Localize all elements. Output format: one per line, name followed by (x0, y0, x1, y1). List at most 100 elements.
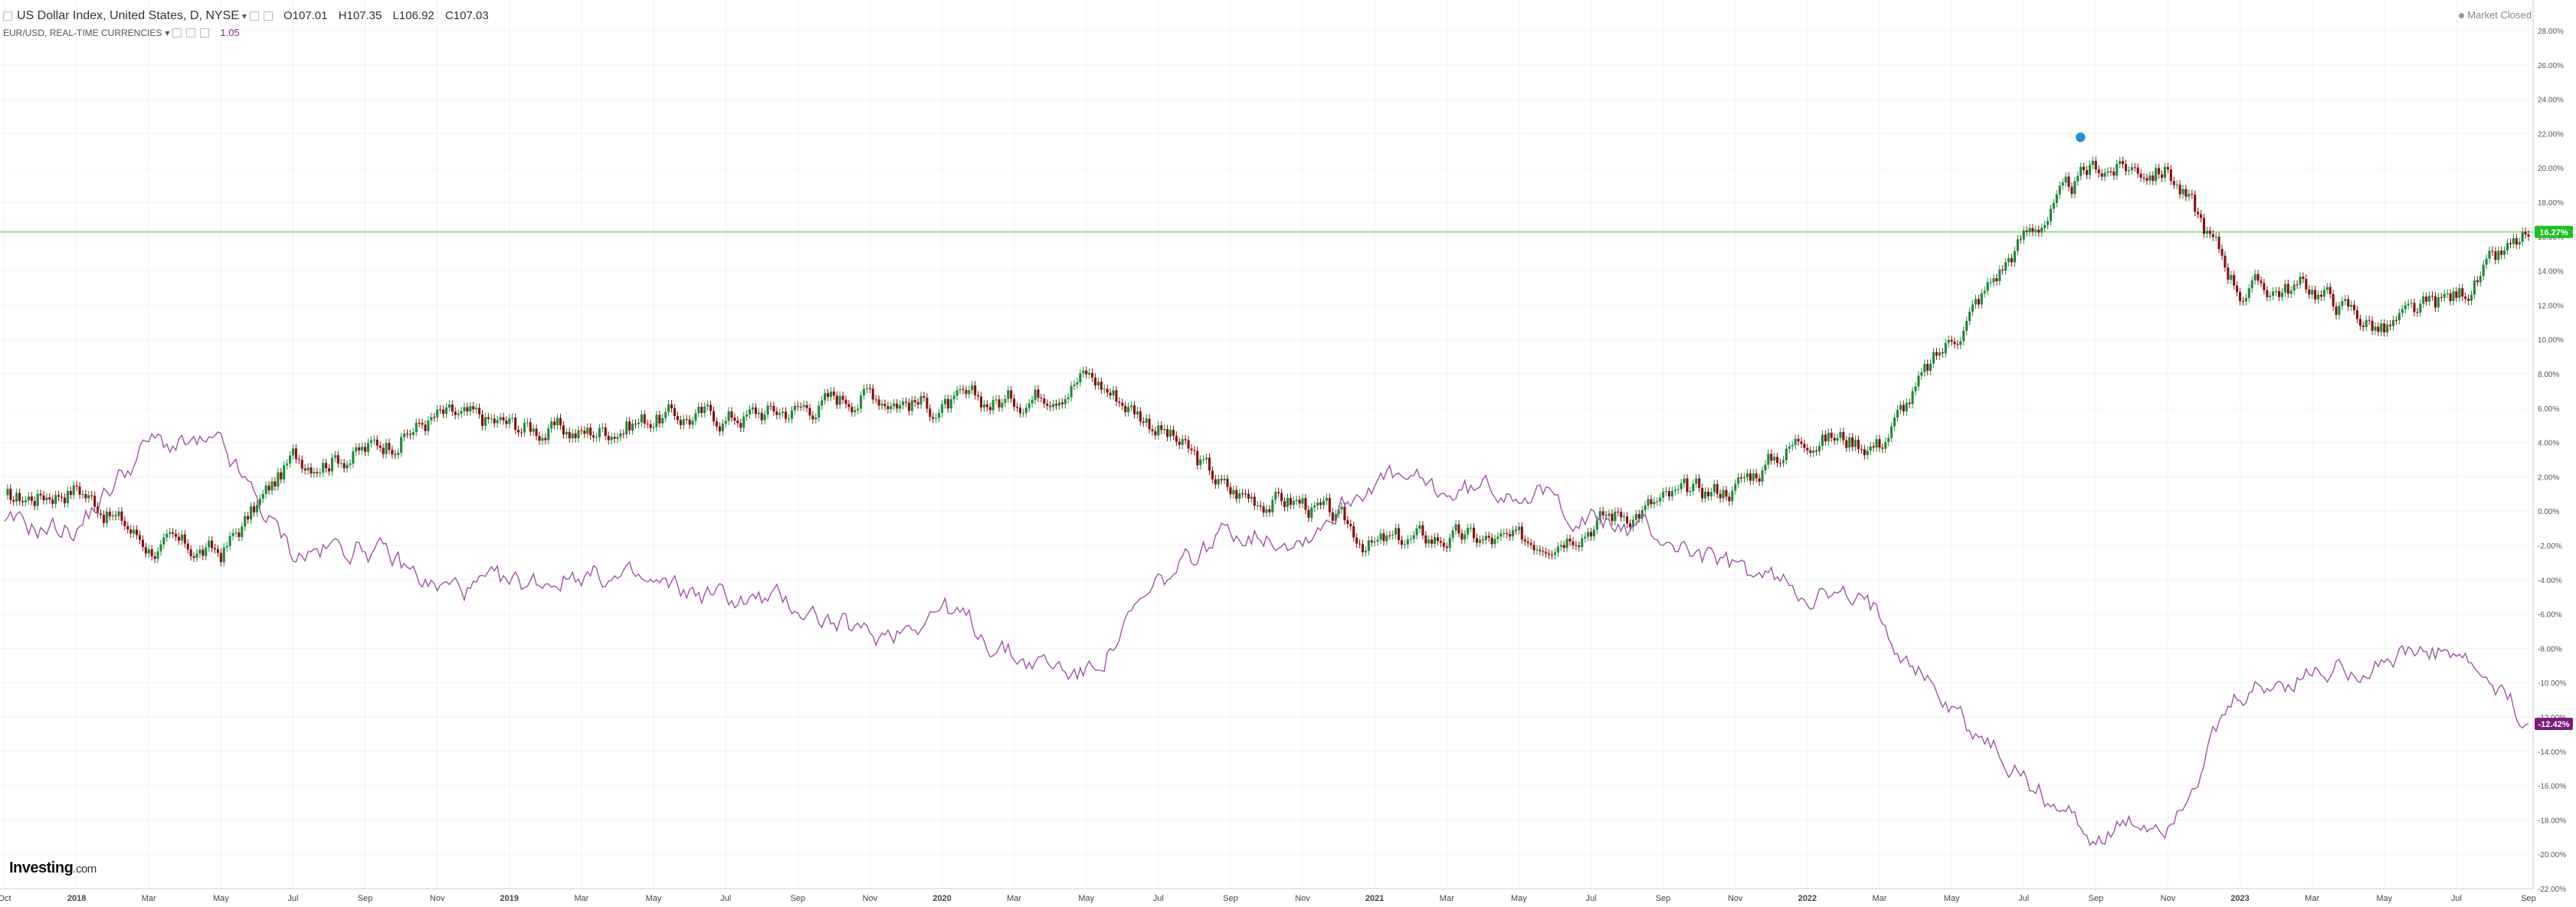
candle-body (1054, 404, 1058, 406)
candle-body (277, 472, 280, 486)
candle-body (36, 493, 39, 506)
candle-body (81, 493, 84, 495)
candle-body (123, 520, 126, 526)
candle-body (2220, 248, 2224, 256)
candle-body (1517, 526, 1520, 531)
x-tick-label: Mar (1440, 894, 1454, 903)
candle-body (673, 408, 677, 416)
candle-body (1196, 450, 1199, 466)
candle-body (2455, 291, 2458, 298)
secondary-eye-icon[interactable] (172, 28, 182, 38)
candle-body (120, 511, 123, 521)
x-tick-label: 2022 (1798, 894, 1817, 903)
candle-body (1764, 464, 1767, 471)
secondary-close-icon[interactable] (200, 28, 210, 38)
candle-body (1421, 525, 1424, 535)
candle-body (1689, 491, 1692, 493)
candle-body (1998, 269, 2001, 281)
close-icon[interactable] (263, 11, 273, 21)
candle-body (571, 433, 574, 439)
y-tick-label: -10.00% (2538, 679, 2566, 688)
candle-body (1001, 402, 1004, 408)
candle-body (424, 424, 427, 431)
secondary-chevron-down-icon[interactable]: ▾ (165, 28, 170, 38)
candle-body (54, 495, 57, 504)
candle-body (2191, 194, 2194, 195)
candle-body (985, 404, 988, 408)
x-tick-label: Mar (1872, 894, 1886, 903)
candle-body (2277, 290, 2281, 297)
settings-icon[interactable] (249, 11, 259, 21)
x-tick-label: May (1511, 894, 1527, 903)
candle-body (99, 513, 103, 515)
candle-body (2172, 181, 2175, 185)
candle-body (860, 395, 863, 409)
candle-body (598, 427, 601, 437)
candle-body (1277, 492, 1280, 493)
candle-body (814, 417, 818, 420)
chevron-down-icon[interactable]: ▾ (241, 11, 247, 21)
candle-body (2233, 275, 2236, 286)
candle-body (394, 454, 397, 456)
candle-body (516, 430, 520, 433)
candle-body (330, 457, 334, 472)
candle-body (316, 472, 319, 473)
candle-body (1412, 535, 1415, 539)
candle-body (1578, 545, 1581, 548)
candle-body (913, 400, 916, 403)
candle-body (1932, 352, 1935, 364)
candle-body (952, 395, 955, 400)
candle-body (2413, 303, 2416, 313)
candle-body (63, 497, 66, 503)
candle-body (2166, 166, 2169, 170)
candle-body (1620, 512, 1623, 518)
candle-body (2404, 305, 2407, 309)
candle-body (1568, 539, 1571, 542)
candle-body (511, 417, 514, 419)
secondary-settings-icon[interactable] (186, 28, 196, 38)
candle-body (1592, 529, 1596, 537)
candle-body (691, 421, 694, 425)
secondary-series-label[interactable]: EUR/USD, REAL-TIME CURRENCIES (3, 28, 162, 38)
candle-body (211, 540, 214, 548)
candle-body (775, 411, 778, 415)
candle-body (929, 408, 932, 417)
candle-body (694, 413, 697, 421)
candle-body (1809, 450, 1812, 454)
candle-body (1470, 527, 1473, 529)
candle-body (42, 495, 45, 500)
candle-body (1139, 411, 1142, 422)
candle-body (2236, 285, 2239, 293)
candle-body (108, 511, 111, 517)
candle-body (238, 532, 241, 538)
candle-body (995, 399, 998, 401)
candle-body (1631, 519, 1634, 528)
candle-body (1781, 460, 1785, 463)
candle-body (1115, 390, 1118, 402)
candle-body (1015, 407, 1019, 408)
candle-body (1415, 529, 1418, 535)
candle-body (247, 516, 250, 520)
candle-body (2449, 293, 2452, 301)
symbol-title[interactable]: US Dollar Index, United States, D, NYSE (17, 9, 239, 22)
candle-body (183, 534, 186, 544)
candle-body (2488, 250, 2491, 259)
candle-body (2386, 324, 2389, 332)
y-tick-label: 0.00% (2538, 508, 2559, 516)
candle-body (2515, 238, 2518, 245)
candle-body (823, 393, 827, 401)
candle-body (2031, 228, 2034, 232)
collapse-toggle-icon[interactable] (3, 11, 12, 21)
candle-body (177, 536, 181, 541)
candle-body (901, 401, 905, 405)
candle-body (742, 416, 746, 428)
candle-body (1725, 490, 1728, 497)
y-tick-label: 12.00% (2538, 302, 2564, 310)
candle-body (1562, 545, 1565, 548)
candle-body (553, 421, 556, 426)
candle-body (1803, 444, 1806, 448)
candle-body (1319, 503, 1322, 506)
candle-body (1758, 478, 1761, 482)
candle-body (15, 493, 18, 502)
